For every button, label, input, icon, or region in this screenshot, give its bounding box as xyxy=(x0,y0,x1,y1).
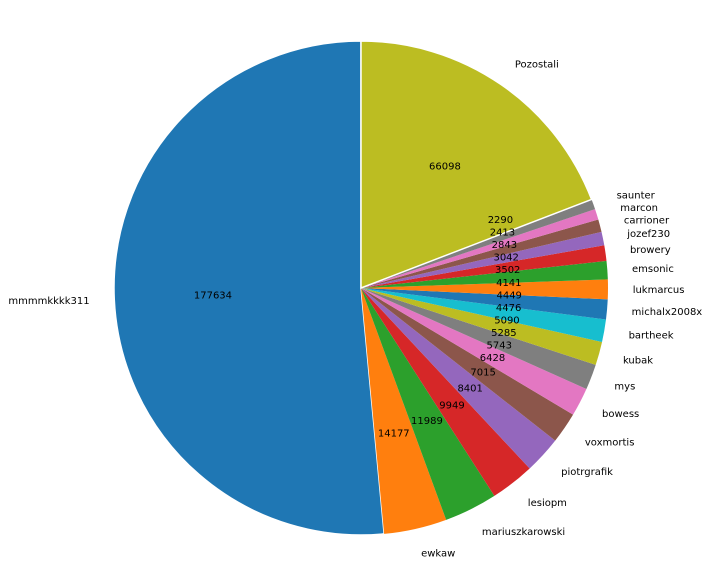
slice-value-label: 5285 xyxy=(491,328,516,339)
pie-slice-marcon xyxy=(361,209,599,288)
pie-slice-jozef230 xyxy=(361,231,605,288)
pie-slice-mys xyxy=(361,288,596,390)
pie-slice-mariuszkarowski xyxy=(361,288,495,520)
slice-value-label: 4476 xyxy=(496,303,521,314)
slice-value-label: 2843 xyxy=(492,240,517,251)
slice-label: mariuszkarowski xyxy=(482,527,565,538)
slice-label: lukmarcus xyxy=(633,285,685,296)
slice-value-label: 4141 xyxy=(496,278,521,289)
slice-value-label: 11989 xyxy=(411,416,443,427)
slice-label: browery xyxy=(630,245,671,256)
slice-value-label: 5090 xyxy=(494,315,519,326)
slice-label: michalx2008x xyxy=(632,307,703,318)
pie-slice-lukmarcus xyxy=(361,279,608,300)
slice-label: emsonic xyxy=(632,264,674,275)
pie-slice-ewkaw xyxy=(361,288,447,534)
slice-value-label: 14177 xyxy=(378,428,410,439)
slice-value-label: 66098 xyxy=(429,161,461,172)
pie-slice-browery xyxy=(361,245,607,288)
slice-value-label: 5743 xyxy=(486,341,511,352)
slice-label: piotrgrafik xyxy=(561,467,613,478)
slice-value-label: 8401 xyxy=(457,384,482,395)
slice-value-label: 7015 xyxy=(470,367,495,378)
pie-slice-carrioner xyxy=(361,219,602,288)
slice-label: bartheek xyxy=(629,331,674,342)
slice-value-label: 2413 xyxy=(490,228,515,239)
pie-slice-Pozostali xyxy=(360,40,593,290)
slice-label: mys xyxy=(614,381,635,392)
slice-value-label: 9949 xyxy=(439,400,464,411)
slice-label: marcon xyxy=(620,203,658,214)
pie-slice-piotrgrafik xyxy=(361,288,556,469)
pie-slice-michalx2008x xyxy=(361,288,608,320)
slice-label: saunter xyxy=(617,190,656,201)
pie-slice-bowess xyxy=(361,288,587,415)
slice-label: mmmmkkkk311 xyxy=(8,296,89,307)
slice-label: Pozostali xyxy=(515,60,559,71)
slice-value-label: 177634 xyxy=(194,290,232,301)
pie-slice-lesiopm xyxy=(361,288,530,496)
slice-label: jozef230 xyxy=(626,229,670,240)
slice-value-label: 4449 xyxy=(496,290,521,301)
pie-slice-mmmmkkkk311 xyxy=(113,40,385,536)
pie-slice-bartheek xyxy=(361,288,606,343)
slice-value-label: 3042 xyxy=(493,253,518,264)
slice-value-label: 2290 xyxy=(488,215,513,226)
slice-label: ewkaw xyxy=(421,548,455,559)
pie-slice-emsonic xyxy=(361,260,608,288)
pie-slice-kubak xyxy=(361,288,603,365)
slice-label: voxmortis xyxy=(585,437,635,448)
slice-label: carrioner xyxy=(624,216,670,227)
slice-value-label: 6428 xyxy=(480,353,505,364)
pie-slice-voxmortis xyxy=(361,288,574,441)
slice-label: bowess xyxy=(602,409,639,420)
slice-label: kubak xyxy=(623,356,653,367)
slice-value-label: 3502 xyxy=(495,265,520,276)
slice-label: lesiopm xyxy=(528,498,567,509)
